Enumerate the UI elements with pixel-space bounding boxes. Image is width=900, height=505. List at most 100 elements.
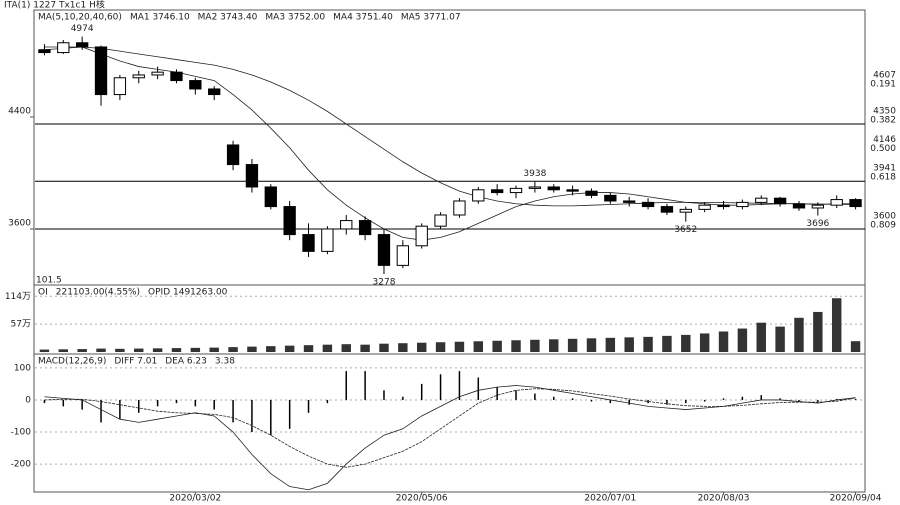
candle-body: [396, 245, 410, 266]
oi-bar: [454, 341, 465, 352]
oi-bar: [435, 342, 446, 352]
macd-legend: DIFF 7.01: [114, 357, 157, 367]
candle-body: [792, 203, 806, 209]
fib-value: 4350: [873, 106, 896, 116]
oi-bar: [360, 344, 370, 352]
candle-body: [94, 46, 108, 96]
candle-body: [358, 220, 372, 236]
candle-body: [698, 204, 711, 210]
fib-ratio: 0.382: [870, 115, 896, 125]
x-tick-label: 2020/05/06: [396, 494, 448, 504]
ma-legend: MA2 3743.40: [198, 13, 258, 23]
oi-bar: [643, 336, 653, 352]
ma-line: [44, 46, 856, 241]
oi-bar: [416, 342, 427, 352]
oi-bar: [398, 343, 408, 352]
candle-body: [849, 199, 862, 208]
y-tick-label: 0: [25, 395, 31, 405]
candle-body: [717, 204, 730, 208]
y-tick-label: 3600: [8, 218, 31, 228]
candle-body: [755, 197, 768, 203]
x-tick-label: 2020/03/02: [169, 494, 221, 504]
oi-bar: [662, 335, 672, 352]
candle-body: [453, 200, 466, 216]
oi-bar: [190, 347, 201, 352]
oi-bar: [152, 348, 163, 352]
oi-bar: [209, 347, 219, 352]
oi-bar: [228, 347, 238, 352]
candle-body: [57, 42, 70, 54]
extreme-label: 4974: [71, 24, 94, 34]
fib-ratio: 0.809: [870, 220, 896, 230]
oi-bar: [775, 326, 785, 352]
oi-bar: [699, 333, 710, 352]
oi-bar: [473, 341, 484, 352]
header: ITA(1) 1227 Tx1c1 H核: [4, 0, 105, 11]
oi-bar: [58, 349, 69, 352]
candle-body: [76, 42, 89, 48]
oi-bar: [586, 338, 597, 352]
extreme-label: 3696: [806, 219, 829, 229]
y-tick-label: 57万: [11, 320, 31, 330]
candle-body: [811, 204, 825, 209]
oi-bar: [39, 349, 50, 352]
y-tick-label: 114万: [5, 292, 31, 302]
oi-bar: [341, 344, 351, 352]
oi-bar: [492, 340, 502, 352]
oi-legend: 221103.00(4.55%): [56, 288, 140, 298]
candle-body: [660, 206, 674, 213]
y-tick-label: -200: [11, 460, 32, 470]
candle-body: [151, 71, 164, 76]
candle-body: [302, 234, 315, 252]
oi-legend: OPID 1491263.00: [148, 288, 228, 298]
oi-bar: [284, 345, 295, 352]
candle-body: [434, 214, 447, 227]
macd-legend: 3.38: [215, 357, 235, 367]
candle-body: [132, 74, 145, 79]
oi-bar: [681, 334, 691, 352]
extreme-label: 3278: [373, 278, 396, 288]
candle-body: [604, 194, 617, 202]
candle-body: [226, 144, 240, 166]
fib-value: 4146: [873, 135, 896, 145]
candle-body: [528, 186, 542, 189]
candle-body: [679, 208, 692, 213]
ma-line: [44, 46, 856, 207]
candle-body: [283, 206, 296, 236]
candle-body: [547, 186, 560, 191]
dea-line: [44, 388, 856, 468]
oi-bar: [737, 328, 748, 352]
candle-body: [566, 189, 579, 192]
oi-bar: [266, 346, 276, 352]
candle-body: [736, 201, 749, 208]
fib-ratio: 0.618: [870, 173, 896, 183]
fib-value: 4607: [873, 70, 896, 80]
ma-legend: MA(5,10,20,40,60): [38, 13, 122, 23]
macd-legend: DEA 6.23: [165, 357, 207, 367]
y-tick-label: -100: [11, 428, 32, 438]
candle-body: [208, 88, 221, 96]
ma-legend: MA1 3746.10: [130, 13, 190, 23]
diff-line: [44, 385, 856, 491]
fib-value: 3941: [873, 164, 896, 174]
candle-body: [377, 234, 391, 266]
oi-bar: [171, 348, 182, 352]
candle-body: [189, 80, 202, 90]
y-tick-label: 100: [14, 363, 31, 373]
candle-body: [773, 197, 787, 205]
oi-legend: OI: [38, 288, 48, 298]
oi-bar: [756, 322, 766, 352]
oi-bar: [379, 343, 389, 352]
oi-bar: [813, 311, 823, 352]
ma-legend: MA5 3771.07: [401, 13, 461, 23]
x-tick-label: 2020/09/04: [830, 494, 882, 504]
candle-body: [830, 199, 843, 206]
candle-body: [472, 189, 485, 202]
candle-body: [491, 189, 504, 194]
oi-bar: [850, 341, 861, 352]
frame: [33, 9, 866, 493]
y-tick-label: 4400: [8, 106, 31, 116]
oi-bar: [549, 339, 559, 352]
ma-legend: MA3 3752.00: [265, 13, 325, 23]
